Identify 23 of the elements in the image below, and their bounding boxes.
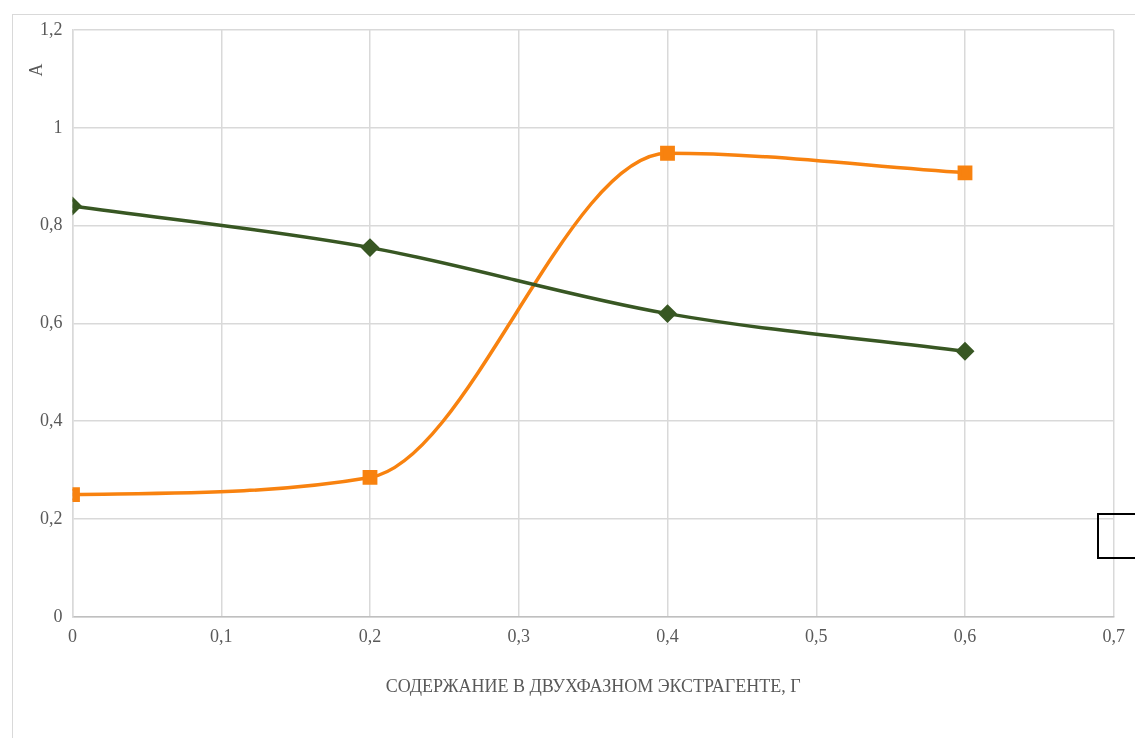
point — [362, 470, 378, 485]
y-tick-label: 0 — [53, 605, 63, 626]
y-tick-label: 1 — [53, 116, 63, 137]
point — [957, 165, 973, 181]
point — [658, 304, 677, 323]
y-axis-title: A — [25, 63, 46, 77]
x-tick-label: 0,6 — [953, 626, 977, 647]
x-tick-label: 0,1 — [210, 626, 233, 647]
x-tick-label: 0,4 — [656, 626, 679, 647]
y-tick-label: 0,8 — [40, 214, 63, 235]
y-tick-label: 0,6 — [40, 312, 63, 333]
x-tick-label: 0,2 — [358, 626, 382, 647]
point — [956, 342, 974, 361]
x-axis-title: СОДЕРЖАНИЕ В ДВУХФАЗНОМ ЭКСТРАГЕНТЕ, Г — [385, 675, 801, 696]
y-tick-label: 0,2 — [40, 507, 63, 528]
x-tick-label: 0,3 — [507, 626, 530, 647]
x-tick-label: 0,5 — [805, 626, 828, 647]
point — [361, 238, 379, 257]
x-tick-label: 0 — [68, 626, 77, 647]
x-tick-label: 0,7 — [1102, 626, 1125, 647]
y-tick-label: 1,2 — [40, 18, 63, 39]
y-tick-label: 0,4 — [40, 409, 63, 430]
point — [660, 145, 675, 161]
